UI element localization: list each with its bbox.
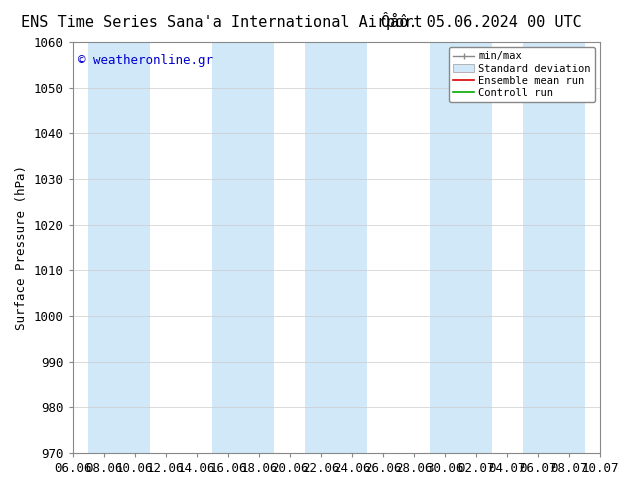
Text: Ôåô. 05.06.2024 00 UTC: Ôåô. 05.06.2024 00 UTC — [382, 15, 582, 30]
Text: ENS Time Series Sana'a International Airport: ENS Time Series Sana'a International Air… — [21, 15, 423, 30]
Bar — [306, 42, 368, 453]
Bar — [88, 42, 150, 453]
Text: © weatheronline.gr: © weatheronline.gr — [78, 54, 213, 68]
Bar — [522, 42, 585, 453]
Y-axis label: Surface Pressure (hPa): Surface Pressure (hPa) — [15, 165, 28, 330]
Bar — [212, 42, 275, 453]
Legend: min/max, Standard deviation, Ensemble mean run, Controll run: min/max, Standard deviation, Ensemble me… — [450, 47, 595, 102]
Bar — [429, 42, 491, 453]
